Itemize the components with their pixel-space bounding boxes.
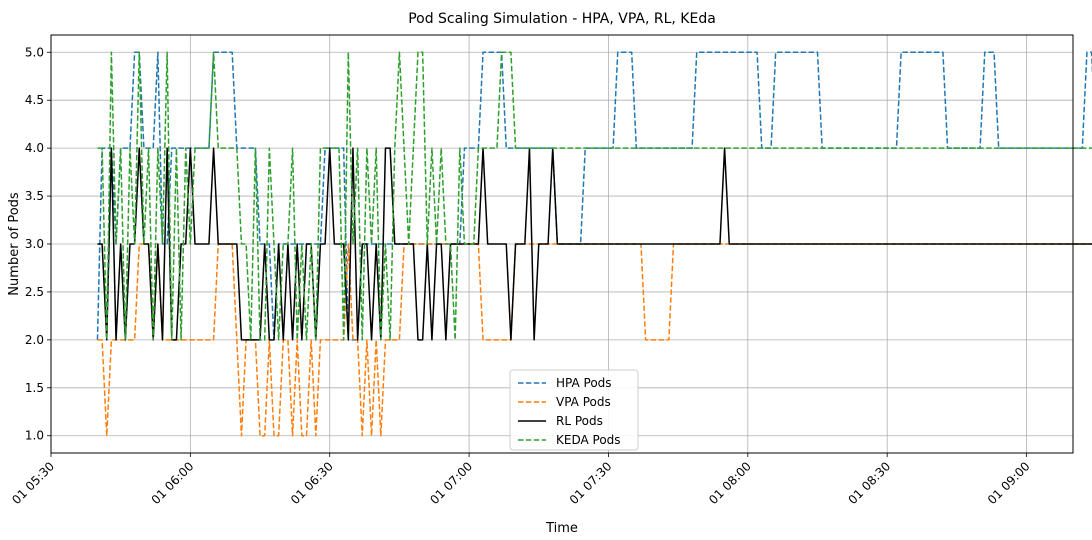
series-line bbox=[97, 243, 1092, 437]
chart-title: Pod Scaling Simulation - HPA, VPA, RL, K… bbox=[408, 11, 716, 27]
x-tick-label: 01 09:00 bbox=[985, 459, 1033, 507]
x-tick-label: 01 05:30 bbox=[9, 459, 57, 507]
series-line bbox=[97, 147, 1092, 341]
x-tick-label: 01 07:30 bbox=[567, 459, 615, 507]
y-tick-label: 2.0 bbox=[25, 333, 44, 347]
legend-box bbox=[509, 369, 639, 451]
y-tick-label: 1.0 bbox=[25, 429, 44, 443]
x-axis-title: Time bbox=[545, 521, 578, 536]
series-line bbox=[97, 51, 1092, 341]
legend-label: RL Pods bbox=[556, 414, 603, 428]
x-tick-label: 01 06:30 bbox=[288, 459, 336, 507]
y-tick-label: 3.0 bbox=[25, 237, 44, 251]
y-tick-label: 3.5 bbox=[25, 189, 44, 203]
x-tick-label: 01 08:00 bbox=[706, 459, 754, 507]
x-tick-label: 01 07:00 bbox=[427, 459, 475, 507]
series-layer bbox=[96, 51, 1092, 437]
x-axis: 01 05:30 01 06:00 01 06:30 01 07:00 01 07:30… bbox=[9, 453, 1033, 507]
legend-label: KEDA Pods bbox=[556, 433, 621, 447]
legend-label: HPA Pods bbox=[556, 376, 612, 390]
y-tick-label: 2.5 bbox=[25, 285, 44, 299]
x-tick-label: 01 06:00 bbox=[149, 459, 197, 507]
y-tick-label: 4.5 bbox=[25, 93, 44, 107]
legend-label: VPA Pods bbox=[556, 395, 611, 409]
y-tick-label: 1.5 bbox=[25, 381, 44, 395]
y-axis: 1.0 1.5 2.0 2.5 3.0 3.5 4.0 4.5 5.0 bbox=[25, 45, 51, 443]
x-tick-label: 01 08:30 bbox=[845, 459, 893, 507]
y-tick-label: 5.0 bbox=[25, 45, 44, 59]
y-axis-title: Number of Pods bbox=[7, 192, 22, 296]
y-tick-label: 4.0 bbox=[25, 141, 44, 155]
legend: HPA Pods VPA Pods RL Pods KEDA Pods bbox=[509, 369, 639, 451]
